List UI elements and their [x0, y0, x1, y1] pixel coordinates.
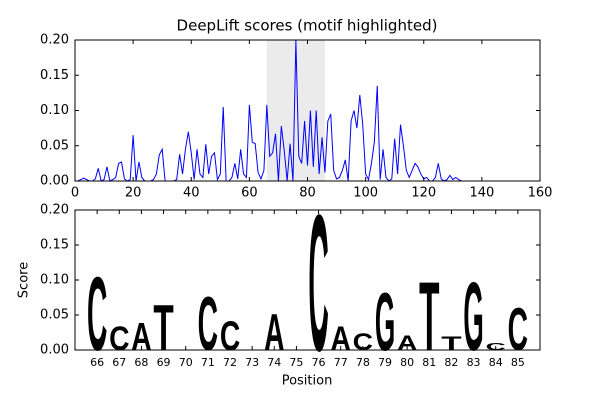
- x-tick-label: 75: [289, 356, 303, 369]
- axes-frame: [74, 209, 541, 351]
- logo-letter: A: [397, 331, 417, 355]
- logo-letter: C: [109, 319, 129, 357]
- logo-letter: C: [308, 174, 328, 392]
- logo-letter: T: [153, 291, 173, 364]
- y-tick-label: 0.05: [40, 308, 69, 323]
- x-tick-label: 100: [353, 186, 378, 201]
- x-tick-label: 0: [71, 186, 79, 201]
- x-tick-label: 81: [422, 356, 436, 369]
- x-tick-label: 72: [223, 356, 237, 369]
- y-tick-label: 0.10: [40, 103, 69, 118]
- x-tick-label: 40: [183, 186, 200, 201]
- x-tick-label: 84: [489, 356, 503, 369]
- x-tick-label: 69: [157, 356, 171, 369]
- logo-letter: A: [331, 319, 351, 357]
- logo-letter: A: [131, 315, 151, 359]
- y-tick-label: 0.20: [40, 33, 69, 48]
- logo-letter: T: [441, 333, 461, 355]
- x-tick-label: 73: [245, 356, 259, 369]
- x-tick-label: 66: [90, 356, 104, 369]
- x-tick-label: 60: [241, 186, 258, 201]
- y-axis-label: Score: [17, 262, 32, 298]
- logo-letter: C: [198, 282, 218, 367]
- logo-letter: T: [419, 262, 439, 370]
- y-tick-label: 0.15: [40, 238, 69, 253]
- y-tick-label: 0.00: [40, 343, 69, 358]
- x-tick-label: 160: [528, 186, 553, 201]
- x-tick-label: 70: [179, 356, 193, 369]
- logo-letter: C: [508, 296, 528, 363]
- y-tick-label: 0.15: [40, 68, 69, 83]
- y-tick-label: 0.00: [40, 174, 69, 189]
- logo-letter: C: [220, 313, 240, 359]
- x-tick-label: 140: [469, 186, 494, 201]
- x-tick-label: 83: [467, 356, 481, 369]
- x-tick-label: 76: [312, 356, 326, 369]
- x-tick-label: 71: [201, 356, 215, 369]
- x-tick-label: 20: [125, 186, 142, 201]
- x-tick-label: 80: [299, 186, 316, 201]
- x-tick-label: 78: [356, 356, 370, 369]
- y-tick-label: 0.10: [40, 273, 69, 288]
- x-axis-label: Position: [282, 374, 333, 389]
- x-tick-label: 85: [511, 356, 525, 369]
- x-tick-label: 82: [444, 356, 458, 369]
- axes-frame: [74, 39, 541, 182]
- y-tick-label: 0.20: [40, 203, 69, 218]
- logo-letter: G: [375, 276, 395, 368]
- x-tick-label: 77: [334, 356, 348, 369]
- x-tick-label: 80: [400, 356, 414, 369]
- x-tick-label: 79: [378, 356, 392, 369]
- x-tick-label: 68: [134, 356, 148, 369]
- y-tick-label: 0.05: [40, 138, 69, 153]
- x-tick-label: 67: [112, 356, 126, 369]
- logo-letter: G: [463, 262, 483, 370]
- x-tick-label: 120: [411, 186, 436, 201]
- chart-title: DeepLift scores (motif highlighted): [177, 17, 438, 35]
- x-tick-label: 74: [267, 356, 281, 369]
- logo-letter: C: [353, 328, 373, 355]
- logo-letter: A: [264, 303, 284, 361]
- logo-letter: C: [87, 255, 107, 373]
